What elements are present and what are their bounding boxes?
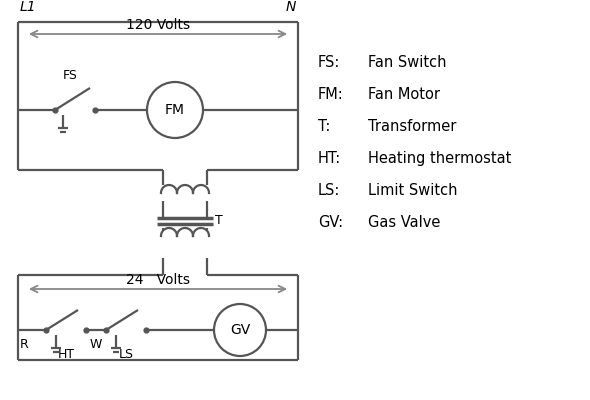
Text: T: T [215,214,223,228]
Text: GV: GV [230,323,250,337]
Text: N: N [286,0,296,14]
Text: L1: L1 [20,0,37,14]
Text: Limit Switch: Limit Switch [368,183,457,198]
Text: T:: T: [318,119,330,134]
Text: 24   Volts: 24 Volts [126,273,190,287]
Text: Transformer: Transformer [368,119,457,134]
Text: FS: FS [63,69,77,82]
Text: LS: LS [119,348,133,361]
Text: 120 Volts: 120 Volts [126,18,190,32]
Text: Heating thermostat: Heating thermostat [368,151,512,166]
Text: FS:: FS: [318,55,340,70]
Text: Fan Motor: Fan Motor [368,87,440,102]
Text: FM:: FM: [318,87,344,102]
Text: GV:: GV: [318,215,343,230]
Text: HT:: HT: [318,151,341,166]
Text: HT: HT [57,348,74,361]
Text: Gas Valve: Gas Valve [368,215,440,230]
Text: R: R [20,338,29,351]
Text: W: W [90,338,103,351]
Text: LS:: LS: [318,183,340,198]
Text: Fan Switch: Fan Switch [368,55,447,70]
Text: FM: FM [165,103,185,117]
